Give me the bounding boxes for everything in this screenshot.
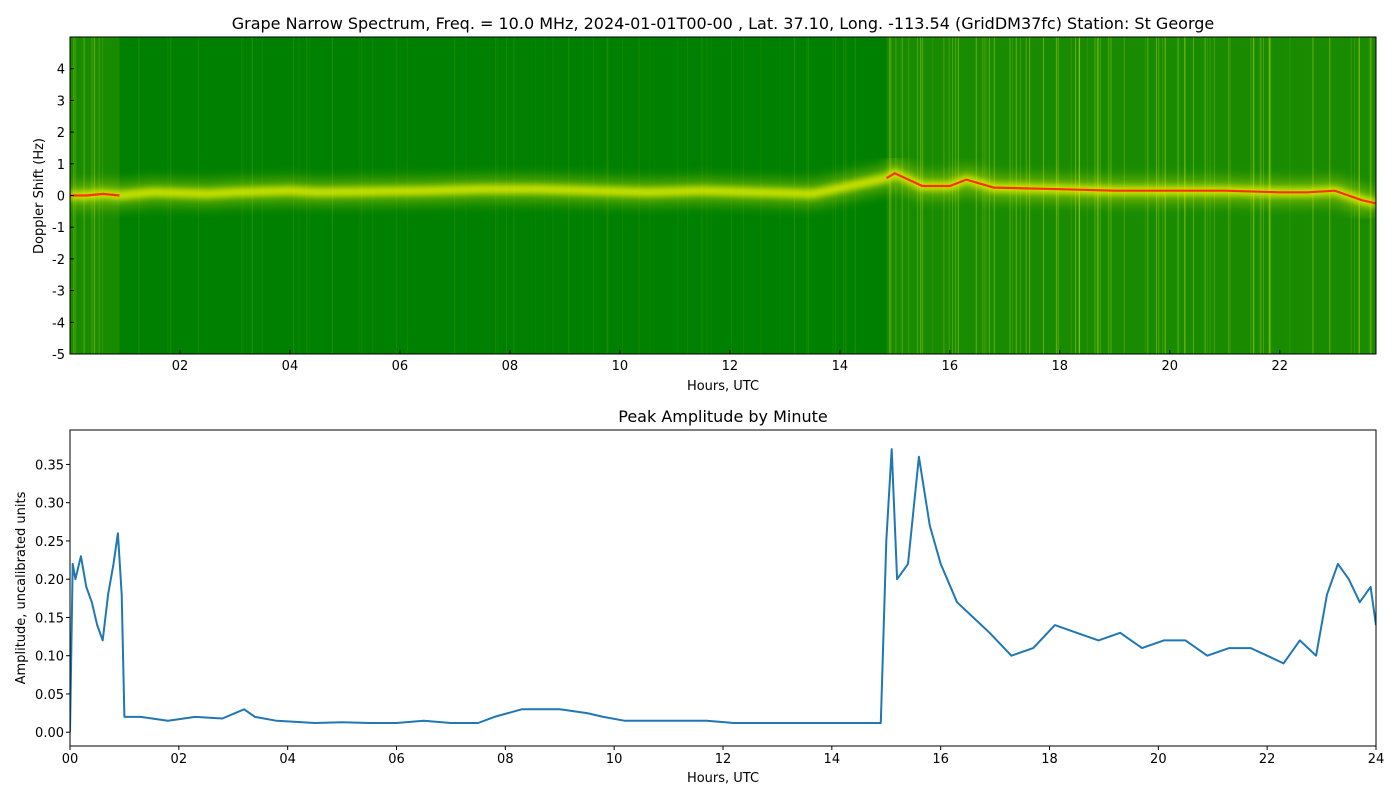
spectrogram-y-tick-label: -2 bbox=[52, 253, 65, 268]
spectrogram-x-tick-label: 18 bbox=[1052, 359, 1069, 374]
amplitude-x-axis-label: Hours, UTC bbox=[687, 771, 759, 786]
amplitude-x-tick-label: 08 bbox=[497, 752, 514, 767]
amplitude-x-tick-label: 14 bbox=[824, 752, 841, 767]
spectrogram-x-tick-label: 06 bbox=[392, 359, 409, 374]
spectrogram-x-tick-label: 14 bbox=[832, 359, 849, 374]
amplitude-x-tick-label: 00 bbox=[62, 752, 79, 767]
spectrogram-x-tick-label: 04 bbox=[282, 359, 299, 374]
amplitude-y-tick-label: 0.25 bbox=[35, 535, 64, 550]
amplitude-x-tick-label: 18 bbox=[1041, 752, 1058, 767]
spectrogram-y-axis-label: Doppler Shift (Hz) bbox=[32, 138, 47, 254]
spectrogram-y-tick-label: 2 bbox=[57, 126, 65, 141]
spectrogram-x-tick-label: 10 bbox=[612, 359, 629, 374]
spectrogram-x-tick-label: 12 bbox=[722, 359, 739, 374]
spectrogram-y-tick-label: -4 bbox=[52, 316, 65, 331]
amplitude-x-tick-label: 12 bbox=[715, 752, 732, 767]
spectrogram-x-axis-label: Hours, UTC bbox=[687, 379, 759, 394]
spectrogram-panel: Grape Narrow Spectrum, Freq. = 10.0 MHz,… bbox=[32, 14, 1377, 394]
spectrogram-x-tick-label: 16 bbox=[942, 359, 959, 374]
amplitude-x-tick-label: 02 bbox=[171, 752, 188, 767]
amplitude-panel: Peak Amplitude by Minute 00 02 04 06 08 10 12 1… bbox=[14, 407, 1384, 786]
amplitude-x-tick-label: 06 bbox=[388, 752, 405, 767]
spectrogram-y-tick-label: -3 bbox=[52, 285, 65, 300]
amplitude-x-tick-label: 24 bbox=[1368, 752, 1385, 767]
amplitude-x-tick-label: 16 bbox=[932, 752, 949, 767]
spectrogram-x-tick-label: 22 bbox=[1271, 359, 1288, 374]
doppler-peak-trace bbox=[70, 192, 120, 197]
amplitude-y-tick-label: 0.00 bbox=[35, 726, 64, 741]
spectrogram-y-tick-label: -1 bbox=[52, 221, 65, 236]
spectrogram-y-tick-label: -5 bbox=[52, 348, 65, 363]
spectrogram-y-ticks: -5 -4 -3 -2 -1 0 1 2 3 4 bbox=[52, 63, 74, 363]
amplitude-x-tick-label: 22 bbox=[1259, 752, 1276, 767]
spectrogram-x-ticks: 02 04 06 08 10 12 14 16 18 20 22 bbox=[172, 350, 1288, 374]
amplitude-plot-area bbox=[70, 430, 1376, 746]
spectrogram-y-tick-label: 4 bbox=[57, 63, 65, 78]
doppler-peak-trace bbox=[886, 172, 1376, 205]
amplitude-y-tick-label: 0.30 bbox=[35, 497, 64, 512]
amplitude-y-tick-label: 0.15 bbox=[35, 611, 64, 626]
amplitude-x-ticks: 00 02 04 06 08 10 12 14 16 18 20 22 24 bbox=[62, 746, 1385, 767]
amplitude-x-tick-label: 20 bbox=[1150, 752, 1167, 767]
amplitude-title: Peak Amplitude by Minute bbox=[618, 407, 828, 426]
spectrum-title: Grape Narrow Spectrum, Freq. = 10.0 MHz,… bbox=[232, 14, 1215, 33]
amplitude-y-tick-label: 0.20 bbox=[35, 573, 64, 588]
amplitude-y-tick-label: 0.35 bbox=[35, 458, 64, 473]
spectrogram-y-tick-label: 3 bbox=[57, 94, 65, 109]
spectrogram-x-tick-label: 20 bbox=[1162, 359, 1179, 374]
spectrogram-x-tick-label: 08 bbox=[502, 359, 519, 374]
amplitude-y-tick-label: 0.05 bbox=[35, 688, 64, 703]
spectrogram-features bbox=[70, 37, 1376, 354]
amplitude-x-tick-label: 04 bbox=[279, 752, 296, 767]
amplitude-y-ticks: 0.00 0.05 0.10 0.15 0.20 0.25 0.30 0.35 bbox=[35, 458, 70, 741]
amplitude-y-axis-label: Amplitude, uncalibrated units bbox=[14, 491, 29, 684]
amplitude-y-tick-label: 0.10 bbox=[35, 650, 64, 665]
amplitude-series-line bbox=[70, 448, 1376, 733]
spectrogram-y-tick-label: 0 bbox=[57, 190, 65, 205]
spectrogram-y-tick-label: 1 bbox=[57, 158, 65, 173]
amplitude-x-tick-label: 10 bbox=[606, 752, 623, 767]
spectrogram-x-tick-label: 02 bbox=[172, 359, 189, 374]
